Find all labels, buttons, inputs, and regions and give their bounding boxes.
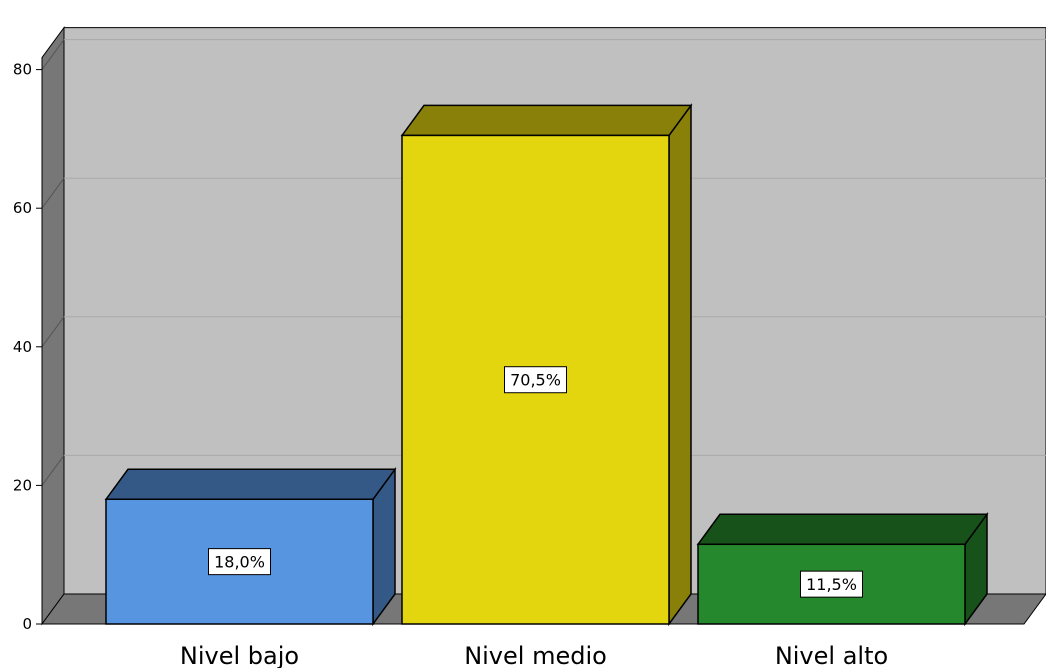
- gridline-side: [41, 316, 65, 348]
- bar-top: [104, 468, 397, 501]
- y-tick-label: 80: [13, 61, 32, 79]
- x-category-label: Nivel alto: [775, 642, 888, 668]
- y-tick-label: 20: [13, 476, 32, 494]
- bar-nivel-alto: 11,5%: [696, 512, 989, 627]
- bar-nivel-bajo: 18,0%: [104, 466, 397, 627]
- bars: 18,0% 70,5% 11,5%: [104, 103, 989, 627]
- data-label: 18,0%: [214, 553, 265, 572]
- y-tick-label: 0: [22, 615, 32, 633]
- x-axis: Nivel bajo Nivel medio Nivel alto: [42, 623, 1024, 668]
- y-tick-label: 40: [13, 338, 32, 356]
- bar-top: [400, 104, 693, 137]
- bar-nivel-medio: 70,5%: [400, 103, 693, 627]
- data-label: 70,5%: [510, 371, 561, 390]
- data-label-box: [800, 570, 863, 598]
- bar-side: [668, 103, 692, 627]
- y-axis: 0 20 40 60 80: [13, 57, 43, 633]
- data-label-box: [208, 548, 271, 576]
- x-category-label: Nivel medio: [464, 642, 607, 668]
- gridline-side: [41, 455, 65, 486]
- x-category-label: Nivel bajo: [180, 642, 299, 668]
- y-tick-label: 60: [13, 199, 32, 217]
- gridline-side: [41, 177, 65, 209]
- bar-top: [696, 513, 989, 546]
- side-wall: [41, 26, 65, 626]
- gridline-side: [41, 39, 65, 70]
- data-label: 11,5%: [806, 575, 857, 594]
- data-label-box: [504, 366, 567, 394]
